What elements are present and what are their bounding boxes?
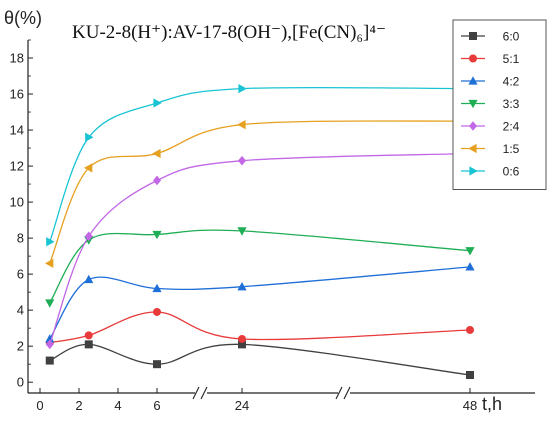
data-point-2-4 — [153, 175, 161, 186]
data-point-4-2 — [45, 334, 55, 343]
data-point-0-6 — [238, 84, 247, 94]
axis-break-mark — [200, 386, 208, 400]
axis-break-gap — [195, 387, 207, 399]
data-point-0-6 — [85, 132, 94, 142]
x-tick-label: 2 — [75, 398, 82, 413]
x-tick-label: 0 — [36, 398, 43, 413]
legend: 6:0 5:1 4:2 3:3 2:4 1:5 0:6 — [452, 19, 547, 190]
data-point-3-3 — [45, 299, 55, 308]
data-point-4-2 — [465, 262, 475, 271]
data-point-0-6 — [46, 237, 55, 247]
data-point-5-1 — [466, 325, 474, 334]
series-line-0-6 — [49, 86, 471, 242]
data-point-3-3 — [152, 230, 162, 240]
data-point-2-4 — [238, 155, 246, 166]
data-point-4-2 — [84, 274, 94, 284]
axis-break-gap — [338, 387, 350, 399]
y-tick-label: 14 — [10, 123, 24, 138]
x-tick-label: 6 — [153, 398, 160, 413]
legend-marker — [469, 166, 478, 176]
data-point-2-4 — [84, 231, 93, 242]
y-tick-label: 16 — [10, 87, 24, 102]
legend-label: 4:2 — [503, 75, 520, 89]
x-axis-title: t,h — [482, 394, 502, 414]
data-point-4-2 — [237, 281, 247, 291]
series-line-3-3 — [49, 229, 471, 304]
legend-label: 6:0 — [503, 30, 520, 44]
data-point-6-0 — [84, 340, 93, 349]
legend-marker — [468, 143, 477, 154]
legend-label: 2:4 — [503, 120, 520, 134]
legend-marker — [469, 32, 477, 40]
y-tick-label: 6 — [17, 267, 24, 282]
data-point-3-3 — [465, 247, 475, 256]
x-tick-label: 24 — [235, 398, 249, 413]
data-point-6-0 — [153, 360, 161, 369]
x-tick-label: 4 — [114, 398, 121, 413]
chart-title: KU-2-8(H⁺):AV-17-8(OH⁻),[Fe(CN)₆]⁴⁻ — [72, 22, 386, 43]
data-point-1-5 — [237, 120, 246, 130]
legend-label: 0:6 — [503, 165, 520, 179]
data-point-2-4 — [45, 339, 54, 350]
axis-break-mark — [343, 386, 351, 400]
data-point-5-1 — [153, 307, 161, 316]
data-point-4-2 — [152, 283, 162, 293]
legend-label: 3:3 — [503, 97, 520, 111]
data-point-6-0 — [466, 370, 474, 379]
data-point-5-1 — [84, 331, 93, 340]
legend-marker — [469, 54, 477, 63]
y-tick-label: 12 — [10, 159, 24, 174]
series-line-5-1 — [49, 311, 471, 344]
x-tick-label: 48 — [463, 398, 477, 413]
data-point-3-3 — [237, 227, 247, 236]
data-point-1-5 — [83, 163, 93, 173]
y-tick-label: 10 — [10, 195, 24, 210]
data-point-1-5 — [44, 258, 54, 268]
y-tick-label: 18 — [10, 51, 24, 66]
y-tick-label: 0 — [17, 375, 24, 390]
data-point-0-6 — [153, 98, 162, 108]
series-line-1-5 — [49, 120, 471, 264]
axis-break-mark — [192, 386, 200, 400]
data-point-6-0 — [45, 356, 54, 365]
data-point-5-1 — [238, 334, 246, 343]
legend-label: 5:1 — [503, 52, 520, 66]
y-tick-label: 2 — [17, 339, 24, 354]
y-tick-label: 8 — [17, 231, 24, 246]
legend-label: 1:5 — [503, 142, 520, 156]
y-axis-title: θ(%) — [4, 8, 42, 28]
data-point-6-0 — [238, 340, 246, 349]
legend-marker — [469, 121, 477, 131]
y-tick-label: 4 — [17, 303, 24, 318]
series-line-4-2 — [49, 266, 471, 340]
legend-marker — [468, 99, 478, 109]
legend-marker — [468, 76, 478, 85]
series-line-2-4 — [49, 152, 471, 345]
series-line-6-0 — [49, 343, 471, 376]
legend-box — [452, 19, 547, 190]
axis-break-mark — [335, 386, 343, 400]
data-point-1-5 — [152, 148, 161, 159]
